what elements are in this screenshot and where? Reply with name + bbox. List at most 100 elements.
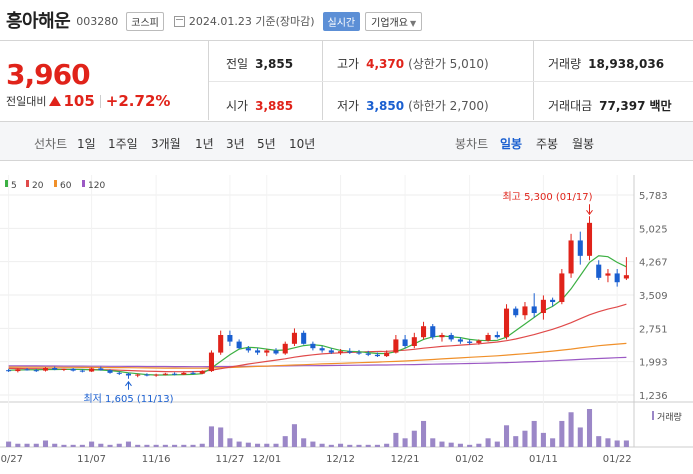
divider bbox=[0, 40, 693, 41]
candle-body bbox=[199, 371, 205, 374]
candle-body bbox=[319, 348, 325, 351]
candle-body bbox=[116, 372, 122, 374]
tab-daily[interactable]: 일봉 bbox=[500, 137, 523, 151]
tab-3m[interactable]: 3개월 bbox=[151, 137, 181, 151]
candle-body bbox=[513, 308, 519, 316]
current-price: 3,960 bbox=[6, 58, 91, 91]
volume-bar bbox=[577, 427, 583, 447]
upper-limit: (상한가 5,010) bbox=[408, 57, 489, 71]
volume-bar bbox=[457, 443, 463, 447]
volume-bar bbox=[255, 443, 261, 447]
candle-body bbox=[273, 350, 279, 354]
volume-bar bbox=[513, 436, 519, 447]
candle-body bbox=[522, 306, 528, 316]
y-tick-label: 5,783 bbox=[639, 191, 668, 202]
volume-bar bbox=[135, 444, 141, 447]
candle-body bbox=[550, 299, 556, 303]
candle-chart-label: 봉차트 bbox=[455, 137, 489, 151]
volume-bar bbox=[605, 438, 611, 447]
candle-body bbox=[172, 373, 178, 375]
stat-low: 저가 3,850 (하한가 2,700) bbox=[337, 97, 489, 114]
volume-bar bbox=[15, 443, 21, 447]
volume-bar bbox=[476, 443, 482, 447]
candle-body bbox=[98, 368, 104, 371]
tab-3y[interactable]: 3년 bbox=[226, 137, 245, 151]
volume-bar bbox=[347, 444, 353, 447]
date-suffix: 기준(장마감) bbox=[255, 15, 315, 28]
volume-legend-swatch bbox=[652, 411, 654, 420]
ma20-line bbox=[8, 303, 627, 373]
stat-value: 3,855 bbox=[255, 57, 294, 71]
legend-swatch bbox=[26, 180, 29, 187]
candle-body bbox=[42, 367, 49, 371]
candle-body bbox=[365, 353, 371, 355]
volume-bar bbox=[365, 444, 371, 447]
volume-bar bbox=[125, 441, 132, 447]
candle-body bbox=[89, 368, 95, 372]
volume-bar bbox=[421, 420, 427, 447]
volume-bar bbox=[623, 440, 629, 447]
volume-bar bbox=[328, 444, 334, 447]
candle-body bbox=[596, 264, 602, 278]
volume-bar bbox=[98, 443, 104, 447]
base-date: 2024.01.23 기준(장마감) bbox=[189, 13, 315, 29]
candle-body bbox=[310, 343, 316, 349]
stat-label: 전일 bbox=[226, 57, 249, 71]
x-tick-label: 12/12 bbox=[326, 454, 355, 465]
candle-body bbox=[338, 351, 344, 353]
volume-bar bbox=[208, 426, 214, 447]
max-annotation: 최고 5,300 (01/17) bbox=[502, 191, 592, 203]
tab-5y[interactable]: 5년 bbox=[257, 137, 276, 151]
candle-body bbox=[255, 350, 261, 353]
volume-bar bbox=[301, 438, 307, 447]
candle-body bbox=[374, 354, 380, 357]
chevron-down-icon: ▼ bbox=[409, 18, 417, 28]
volume-bar bbox=[439, 441, 445, 447]
tab-weekly[interactable]: 주봉 bbox=[536, 137, 559, 151]
candle-body bbox=[190, 372, 196, 374]
chart-svg: 5,783 5,025 4,267 3,509 2,751 1,993 1,236 10/27… bbox=[0, 175, 693, 465]
stat-high: 고가 4,370 (상한가 5,010) bbox=[337, 55, 489, 72]
stat-label: 시가 bbox=[226, 99, 249, 113]
volume-bar bbox=[153, 444, 159, 447]
legend-label: 120 bbox=[88, 181, 105, 191]
divider bbox=[322, 41, 323, 120]
change-percent: +2.72% bbox=[105, 92, 171, 110]
volume-bar bbox=[568, 412, 574, 447]
volume-bar bbox=[116, 443, 122, 447]
tab-1y[interactable]: 1년 bbox=[195, 137, 214, 151]
min-arrow-head bbox=[125, 380, 132, 387]
candle-body bbox=[181, 372, 187, 375]
tab-10y[interactable]: 10년 bbox=[289, 137, 316, 151]
candle-body bbox=[568, 240, 574, 274]
tab-1w[interactable]: 1주일 bbox=[108, 137, 138, 151]
company-overview-dropdown[interactable]: 기업개요 ▼ bbox=[365, 11, 423, 31]
candle-body bbox=[144, 374, 150, 376]
volume-bar bbox=[282, 436, 288, 447]
candle-body bbox=[291, 332, 297, 344]
candlestick-chart[interactable]: 5,783 5,025 4,267 3,509 2,751 1,993 1,236 10/27… bbox=[0, 175, 693, 474]
volume-bar bbox=[494, 441, 500, 447]
tab-monthly[interactable]: 월봉 bbox=[572, 137, 595, 151]
volume-bar bbox=[503, 425, 510, 447]
volume-bar bbox=[190, 444, 196, 447]
volume-bar bbox=[467, 444, 473, 447]
tab-1d[interactable]: 1일 bbox=[77, 137, 96, 151]
volume-bar bbox=[291, 424, 297, 447]
divider bbox=[99, 94, 101, 108]
stat-label: 저가 bbox=[337, 99, 360, 113]
stat-label: 거래대금 bbox=[548, 99, 593, 113]
candle-body bbox=[448, 335, 454, 340]
volume-bar bbox=[559, 420, 565, 447]
volume-bar bbox=[531, 420, 537, 447]
candle-body bbox=[577, 240, 583, 256]
candle-body bbox=[439, 335, 445, 338]
x-tick-label: 01/02 bbox=[455, 454, 484, 465]
volume-label: 거래량 bbox=[657, 411, 682, 423]
volume-bar bbox=[319, 443, 325, 447]
realtime-button[interactable]: 실시간 bbox=[322, 11, 361, 31]
candle-body bbox=[531, 306, 537, 314]
stat-value: 77,397 bbox=[599, 99, 646, 113]
volume-bar bbox=[6, 441, 12, 447]
candle-body bbox=[421, 326, 427, 338]
